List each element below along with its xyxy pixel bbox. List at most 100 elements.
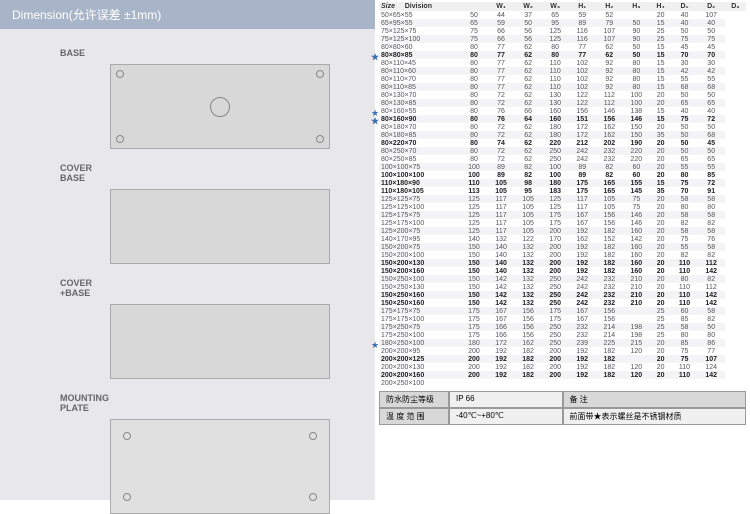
data-cell: 62 [515,155,542,163]
data-cell: 77 [488,75,515,83]
table-row: 150×200×16015014013220019218216020110142 [379,267,746,275]
data-cell [542,379,569,387]
data-cell: 50 [623,51,650,59]
data-cell [623,315,650,323]
data-cell: 232 [596,147,623,155]
data-cell [650,379,671,387]
data-cell: 242 [569,291,596,299]
data-cell: 142 [698,267,725,275]
table-row: 140×170×95140132122170162152142207576 [379,235,746,243]
data-cell: 62 [515,139,542,147]
data-cell: 198 [623,331,650,339]
data-cell: 110 [671,299,697,307]
data-cell: 210 [623,283,650,291]
data-cell: 192 [488,363,515,371]
data-cell: 82 [596,163,623,171]
data-cell: 74 [488,139,515,147]
data-cell: 182 [515,371,542,379]
data-cell: 50 [515,19,542,27]
data-cell: 190 [623,139,650,147]
col-header: Size Division [379,2,488,11]
data-cell: 68 [698,131,725,139]
data-cell: 220 [542,139,569,147]
data-cell: 142 [488,299,515,307]
data-cell: 182 [596,371,623,379]
data-cell: 65 [671,155,697,163]
data-cell: 80 [460,83,487,91]
data-cell: 76 [698,235,725,243]
data-cell: 85 [698,171,725,179]
data-cell: 62 [515,147,542,155]
data-cell: 80 [460,75,487,83]
data-cell: 192 [488,371,515,379]
data-cell: 50 [623,43,650,51]
data-cell: 146 [623,115,650,123]
data-cell: 75 [460,27,487,35]
col-header: H₃ [623,2,650,11]
table-row: 125×200×75125117105200192182160205858 [379,227,746,235]
data-cell: 76 [488,107,515,115]
size-cell: 80×250×85 [379,155,460,163]
data-cell: 152 [596,235,623,243]
data-cell: 40 [671,11,697,19]
data-cell: 80 [460,115,487,123]
data-cell: 20 [650,267,671,275]
base-diagram [110,64,330,149]
data-cell: 45 [698,139,725,147]
data-cell: 62 [515,83,542,91]
table-row: 150×200×100150140132200192182160208282 [379,251,746,259]
data-cell: 175 [460,331,487,339]
data-cell: 150 [460,243,487,251]
table-row: 175×175×75175167156175167156256058 [379,307,746,315]
data-cell: 25 [650,35,671,43]
data-cell: 80 [460,107,487,115]
data-cell: 35 [650,187,671,195]
data-cell: 62 [515,123,542,131]
data-cell: 65 [698,155,725,163]
data-cell [623,307,650,315]
data-cell: 138 [623,107,650,115]
size-cell: 80×220×70 [379,139,460,147]
data-cell: 192 [569,251,596,259]
data-cell: 110 [671,291,697,299]
data-cell: 182 [515,347,542,355]
size-cell: 175×250×75 [379,323,460,331]
table-row: 200×200×1252001921822001921822075107 [379,355,746,363]
data-cell: 156 [596,219,623,227]
data-cell: 232 [596,155,623,163]
size-cell: 75×125×75 [379,27,460,35]
data-cell: 20 [650,251,671,259]
data-cell: 225 [596,339,623,347]
table-row: 80×180×85807262180172162150355068 [379,131,746,139]
data-cell: 59 [569,11,596,19]
data-cell: 132 [515,251,542,259]
size-cell: 175×175×75 [379,307,460,315]
data-cell: 125 [460,195,487,203]
data-cell: 200 [542,259,569,267]
table-row: 125×175×100125117105175167156146208282 [379,219,746,227]
table-row: ★80×80×8580776280776250157070 [379,51,746,59]
data-cell: 212 [569,139,596,147]
data-cell: 150 [460,283,487,291]
data-cell: 62 [515,59,542,67]
table-row: 125×125×7512511710512511710575205858 [379,195,746,203]
size-cell: 80×180×85 [379,131,460,139]
data-cell: 62 [515,131,542,139]
data-cell: 58 [671,211,697,219]
data-cell: 58 [698,211,725,219]
data-cell: 117 [488,203,515,211]
data-cell: 110 [542,59,569,67]
size-cell: 175×250×100 [379,331,460,339]
data-cell: 160 [542,107,569,115]
data-cell: 210 [623,291,650,299]
data-cell: 132 [515,243,542,251]
data-cell: 112 [596,99,623,107]
data-cell: 20 [650,339,671,347]
data-cell: 95 [515,187,542,195]
data-cell: 102 [569,83,596,91]
data-cell: 72 [488,155,515,163]
data-cell: 150 [623,131,650,139]
data-cell: 90 [623,35,650,43]
data-cell: 250 [542,331,569,339]
col-header: D₃ [725,2,746,11]
